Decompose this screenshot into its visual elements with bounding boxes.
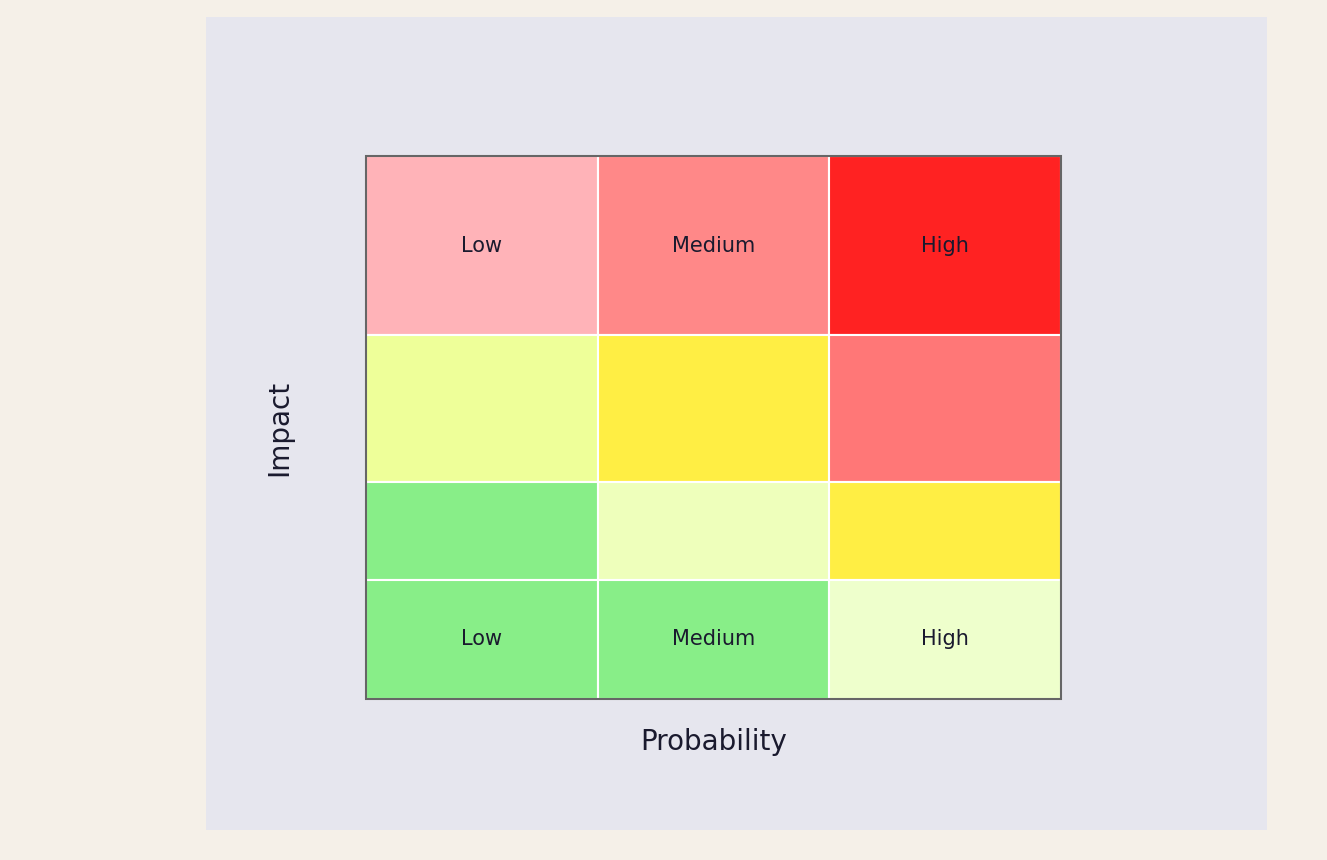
Text: Low: Low (462, 236, 503, 255)
Bar (366, 482, 597, 580)
Bar (829, 157, 1060, 335)
Bar (366, 157, 597, 335)
Text: High: High (921, 236, 969, 255)
Bar (597, 482, 829, 580)
Text: Probability: Probability (640, 728, 787, 756)
Bar (366, 335, 597, 482)
Bar (829, 482, 1060, 580)
Bar (829, 580, 1060, 699)
Bar (597, 157, 829, 335)
Bar (597, 335, 829, 482)
Text: Impact: Impact (265, 379, 293, 476)
Text: Low: Low (462, 630, 503, 649)
Text: High: High (921, 630, 969, 649)
Bar (597, 580, 829, 699)
Bar (366, 157, 1060, 699)
Text: Medium: Medium (671, 236, 755, 255)
Bar (829, 335, 1060, 482)
Text: Medium: Medium (671, 630, 755, 649)
Bar (366, 580, 597, 699)
